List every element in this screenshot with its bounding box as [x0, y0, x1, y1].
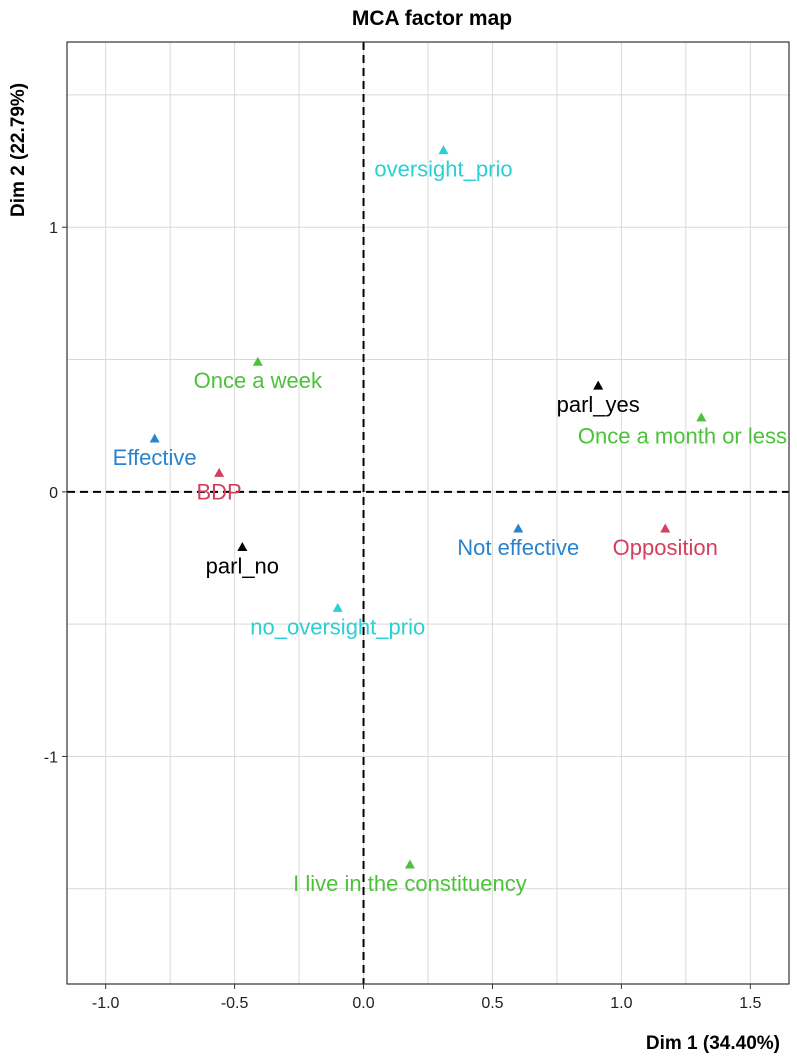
point-marker	[214, 467, 225, 477]
x-tick-label: 0.5	[481, 995, 503, 1012]
point-marker	[660, 523, 671, 533]
point-marker	[404, 859, 415, 869]
reference-lines	[67, 42, 789, 984]
point-label: Opposition	[613, 535, 718, 560]
plot-frame	[66, 41, 790, 985]
data-points: oversight_prio no_oversight_prio parl_yesp…	[113, 145, 787, 896]
point-marker	[438, 145, 449, 155]
point-label: Effective	[113, 445, 197, 470]
point-marker	[237, 541, 248, 551]
y-tick-label: -1	[44, 749, 58, 766]
point-label: Once a week	[194, 368, 323, 393]
x-tick-label: 0.0	[352, 995, 374, 1012]
x-tick-label: 1.5	[739, 995, 761, 1012]
x-tick-label: -1.0	[92, 995, 120, 1012]
point-label: I live in the constituency	[293, 871, 527, 896]
point-label: parl_yes	[557, 392, 640, 417]
point-marker	[252, 356, 263, 366]
chart-title: MCA factor map	[352, 7, 512, 30]
x-tick-label: -0.5	[221, 995, 249, 1012]
point-marker	[696, 412, 707, 422]
point-label: oversight_prio	[374, 156, 512, 181]
point-label: no_oversight_prio	[250, 614, 425, 639]
point-marker	[149, 433, 160, 443]
grid-lines	[67, 42, 789, 984]
point-label: Once a month or less	[578, 424, 787, 449]
point-label: BDP	[197, 479, 242, 504]
axis-ticks: -1.0 -0.5 0.0 0.5 1.0 1.5 -1 0 1	[44, 220, 762, 1012]
y-axis-title: Dim 2 (22.79%)	[8, 83, 29, 217]
point-label: Not effective	[457, 535, 579, 560]
x-axis-title: Dim 1 (34.40%)	[646, 1033, 780, 1054]
point-marker	[513, 523, 524, 533]
y-tick-label: 0	[49, 485, 58, 502]
point-marker	[593, 380, 604, 390]
y-tick-label: 1	[49, 220, 58, 237]
point-label: parl_no	[206, 553, 279, 578]
point-marker	[332, 602, 343, 612]
x-tick-label: 1.0	[610, 995, 632, 1012]
